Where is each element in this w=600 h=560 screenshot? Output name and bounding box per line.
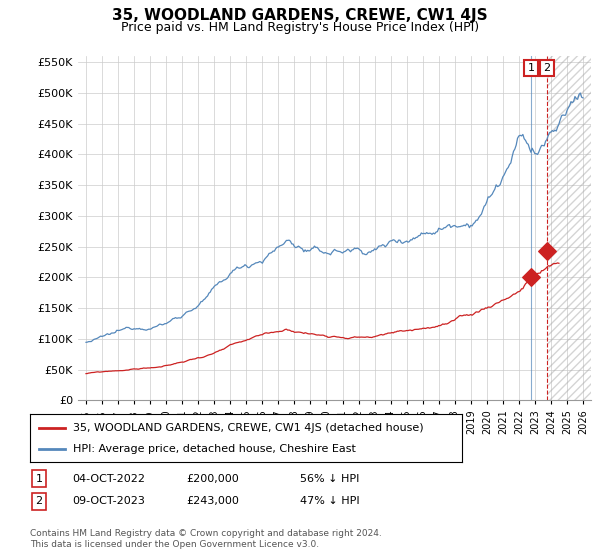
Text: 1: 1: [35, 474, 43, 484]
Text: £200,000: £200,000: [186, 474, 239, 484]
Text: 2: 2: [35, 496, 43, 506]
Text: 35, WOODLAND GARDENS, CREWE, CW1 4JS (detached house): 35, WOODLAND GARDENS, CREWE, CW1 4JS (de…: [73, 423, 424, 433]
Text: 56% ↓ HPI: 56% ↓ HPI: [300, 474, 359, 484]
Text: Price paid vs. HM Land Registry's House Price Index (HPI): Price paid vs. HM Land Registry's House …: [121, 21, 479, 34]
Text: 04-OCT-2022: 04-OCT-2022: [72, 474, 145, 484]
Text: 09-OCT-2023: 09-OCT-2023: [72, 496, 145, 506]
Text: HPI: Average price, detached house, Cheshire East: HPI: Average price, detached house, Ches…: [73, 444, 356, 454]
Text: 1: 1: [527, 63, 535, 73]
Text: 35, WOODLAND GARDENS, CREWE, CW1 4JS: 35, WOODLAND GARDENS, CREWE, CW1 4JS: [112, 8, 488, 24]
Text: Contains HM Land Registry data © Crown copyright and database right 2024.
This d: Contains HM Land Registry data © Crown c…: [30, 529, 382, 549]
Text: £243,000: £243,000: [186, 496, 239, 506]
Text: 47% ↓ HPI: 47% ↓ HPI: [300, 496, 359, 506]
Text: 2: 2: [544, 63, 550, 73]
Point: [526, 273, 536, 282]
Point: [542, 246, 552, 255]
